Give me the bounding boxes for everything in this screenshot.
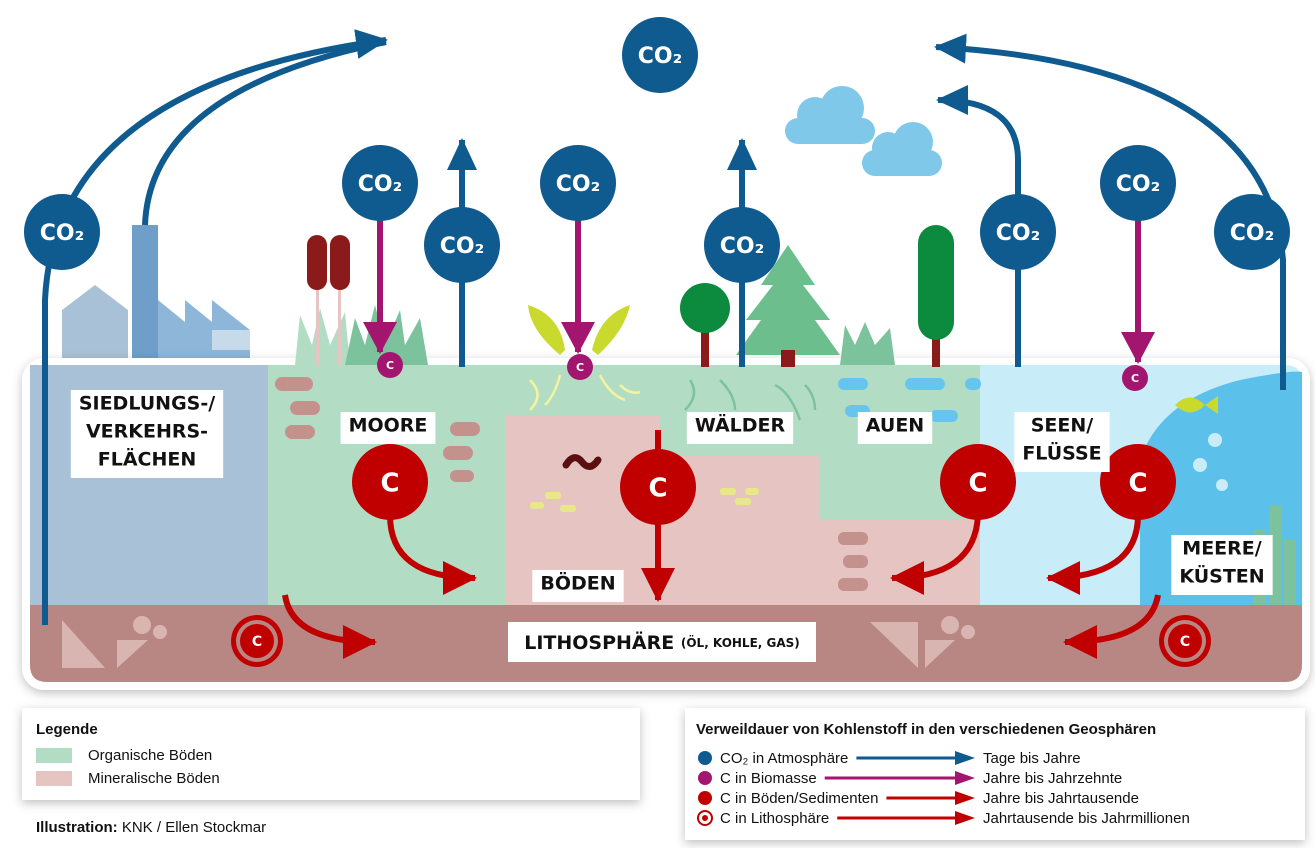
zone-name: FLÄCHEN bbox=[98, 447, 197, 471]
credit-label: Illustration: bbox=[36, 819, 118, 836]
legend-title: Legende bbox=[36, 721, 98, 738]
legend-item: Mineralische Böden bbox=[88, 770, 220, 787]
co2-label: CO₂ bbox=[1116, 172, 1160, 197]
co2-label: CO₂ bbox=[1230, 221, 1274, 246]
residence-arrowhead bbox=[955, 751, 975, 765]
factory bbox=[62, 225, 250, 370]
co2-label: CO₂ bbox=[720, 234, 764, 259]
residence-dot bbox=[697, 810, 713, 826]
residence-arrowhead bbox=[955, 811, 975, 825]
zone-label-bg bbox=[340, 412, 436, 444]
zone-label-bg bbox=[70, 390, 224, 478]
zone-label: MOORE bbox=[340, 412, 436, 444]
residence-dot bbox=[698, 791, 712, 805]
carbon-bubbles bbox=[231, 352, 1211, 667]
credit: Illustration: KNK / Ellen Stockmar bbox=[36, 819, 266, 836]
residence-label: CO₂ in Atmosphäre bbox=[720, 750, 848, 767]
zone-name: KÜSTEN bbox=[1179, 564, 1264, 588]
co2-label: CO₂ bbox=[40, 221, 84, 246]
legend-box bbox=[22, 708, 640, 800]
zone-name: MEERE/ bbox=[1182, 538, 1261, 560]
legend-item: Organische Böden bbox=[88, 747, 212, 764]
residence-arrowhead bbox=[955, 791, 975, 805]
zone-name: WÄLDER bbox=[695, 413, 786, 437]
zone-name: AUEN bbox=[866, 415, 924, 437]
lithosphere-name: LITHOSPHÄRE bbox=[524, 630, 674, 654]
zone-label-bg bbox=[532, 570, 624, 602]
residence-duration: Jahre bis Jahrtausende bbox=[983, 790, 1139, 807]
residence-rows: CO₂ in Atmosphäre Tage bis Jahre C in Biom… bbox=[697, 750, 1190, 827]
residence-arrowhead bbox=[955, 771, 975, 785]
legend-swatch bbox=[36, 748, 72, 763]
carbon-label: C bbox=[380, 469, 399, 499]
carbon-label: C bbox=[1131, 372, 1139, 385]
residence-duration: Tage bis Jahre bbox=[983, 750, 1081, 767]
residence-dot bbox=[698, 771, 712, 785]
residence-duration: Jahre bis Jahrzehnte bbox=[983, 770, 1122, 787]
carbon-label: C bbox=[252, 634, 262, 650]
residence-label: C in Böden/Sedimenten bbox=[720, 790, 878, 807]
zone-name: SEEN/ bbox=[1031, 415, 1094, 437]
carbon-label: C bbox=[576, 361, 584, 374]
decorations bbox=[62, 225, 1296, 668]
legend-swatch bbox=[36, 771, 72, 786]
residence-dot bbox=[702, 815, 708, 821]
zone-label-bg bbox=[686, 412, 794, 444]
zone-label: WÄLDER bbox=[686, 412, 794, 444]
zone-name: FLÜSSE bbox=[1022, 441, 1101, 465]
clouds bbox=[785, 86, 942, 176]
co2-label: CO₂ bbox=[638, 44, 682, 69]
co2-label: CO₂ bbox=[440, 234, 484, 259]
residence-label: C in Biomasse bbox=[720, 770, 817, 787]
co2-label: CO₂ bbox=[556, 172, 600, 197]
co2-label: CO₂ bbox=[996, 221, 1040, 246]
zone-name: BÖDEN bbox=[540, 571, 615, 595]
carbon-label: C bbox=[648, 474, 667, 504]
zone-name: VERKEHRS- bbox=[86, 421, 208, 443]
carbon-label: C bbox=[386, 359, 394, 372]
lithosphere-label: LITHOSPHÄRE (ÖL, KOHLE, GAS) bbox=[524, 630, 800, 654]
zone-label-bg bbox=[1014, 412, 1110, 472]
zone-label: SEEN/FLÜSSE bbox=[1014, 412, 1110, 472]
co2-label: CO₂ bbox=[358, 172, 402, 197]
lithosphere-note: (ÖL, KOHLE, GAS) bbox=[681, 635, 800, 650]
residence-box bbox=[685, 708, 1305, 840]
zone-label: BÖDEN bbox=[532, 570, 624, 602]
residence-label: C in Lithosphäre bbox=[720, 810, 829, 827]
zone-label-bg bbox=[1171, 535, 1273, 595]
zone-labels: SIEDLUNGS-/ VERKEHRS- FLÄCHEN MOORE BÖDEN WÄL… bbox=[70, 390, 1273, 602]
zone-label-bg bbox=[857, 412, 933, 444]
lithosphere-label-bg bbox=[508, 622, 816, 662]
carbon-label: C bbox=[968, 469, 987, 499]
residence-duration: Jahrtausende bis Jahrmillionen bbox=[983, 810, 1190, 827]
carbon-label: C bbox=[1180, 634, 1190, 650]
zone-label: SIEDLUNGS-/ VERKEHRS- FLÄCHEN bbox=[70, 390, 224, 478]
zone-label: MEERE/KÜSTEN bbox=[1171, 535, 1273, 595]
residence-title: Verweildauer von Kohlenstoff in den vers… bbox=[696, 721, 1156, 738]
residence-dot bbox=[698, 751, 712, 765]
carbon-label: C bbox=[1128, 469, 1147, 499]
zone-label: AUEN bbox=[857, 412, 933, 444]
co2-bubbles bbox=[24, 17, 1290, 283]
credit-text: KNK / Ellen Stockmar bbox=[122, 819, 266, 836]
zone-name: SIEDLUNGS-/ bbox=[79, 393, 215, 415]
zone-name: MOORE bbox=[349, 415, 428, 437]
